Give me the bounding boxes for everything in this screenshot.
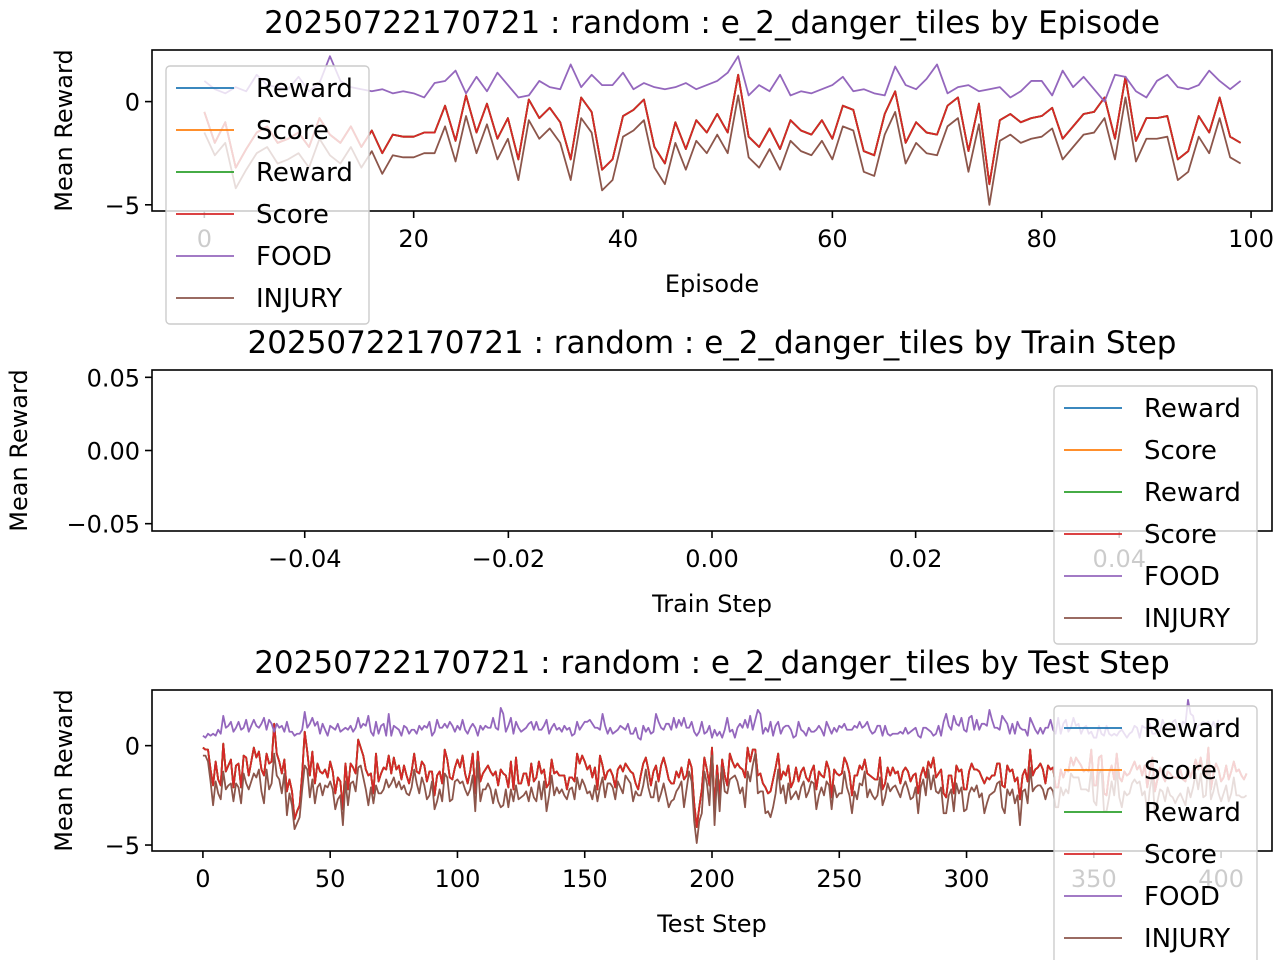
y-axis-label: Mean Reward: [5, 369, 33, 531]
x-tick-label: 60: [817, 225, 848, 253]
axes-frame: [151, 49, 1273, 212]
x-tick-label: 0: [195, 865, 210, 893]
series-line-food-4: [202, 699, 1220, 741]
chart-title: 20250722170721 : random : e_2_danger_til…: [254, 645, 1170, 681]
chart-panel-3: 20250722170721 : random : e_2_danger_til…: [50, 645, 1273, 960]
legend-entry-label: Score: [256, 200, 329, 230]
x-tick-label: 0.02: [889, 545, 942, 573]
legend-entry-label: INJURY: [256, 284, 342, 314]
y-tick-label: 0: [125, 733, 140, 761]
chart-title: 20250722170721 : random : e_2_danger_til…: [248, 325, 1177, 361]
y-tick-label: 0.00: [87, 438, 140, 466]
chart-panel-1: 20250722170721 : random : e_2_danger_til…: [50, 5, 1274, 325]
y-axis-label: Mean Reward: [50, 689, 78, 851]
x-tick-label: −0.04: [268, 545, 342, 573]
chart-panel-2: 20250722170721 : random : e_2_danger_til…: [5, 325, 1273, 645]
x-tick-label: 200: [689, 865, 735, 893]
legend-entry-label: Reward: [1144, 798, 1241, 828]
series-line-score-3: [203, 73, 1242, 186]
legend-entry-label: FOOD: [256, 242, 332, 272]
x-tick-label: 20: [398, 225, 429, 253]
legend: Reward Score Reward Score FOOD INJURY: [165, 65, 370, 325]
series-line-food-4: [203, 55, 1242, 103]
x-tick-label: 250: [816, 865, 862, 893]
legend-entry-label: Score: [256, 116, 329, 146]
legend-box: [1053, 705, 1258, 960]
legend-entry-label: Score: [1144, 756, 1217, 786]
y-tick-label: 0.05: [87, 364, 140, 392]
x-tick-label: 80: [1026, 225, 1057, 253]
x-tick-label: −0.02: [472, 545, 546, 573]
y-axis-label: Mean Reward: [50, 49, 78, 211]
legend-entry-label: Score: [1144, 840, 1217, 870]
legend: Reward Score Reward Score FOOD INJURY: [1053, 385, 1258, 645]
legend: Reward Score Reward Score FOOD INJURY: [1053, 705, 1258, 960]
y-tick-label: 0: [125, 89, 140, 117]
legend-entry-label: FOOD: [1144, 562, 1220, 592]
x-tick-label: 50: [315, 865, 346, 893]
legend-entry-label: INJURY: [1144, 604, 1230, 634]
x-axis-label: Test Step: [656, 910, 767, 938]
legend-entry-label: Reward: [1144, 478, 1241, 508]
x-tick-label: 100: [1228, 225, 1274, 253]
x-tick-label: 150: [562, 865, 608, 893]
x-axis-label: Train Step: [651, 590, 772, 618]
series-group: [203, 55, 1242, 206]
legend-entry-label: Score: [1144, 436, 1217, 466]
x-tick-label: 100: [435, 865, 481, 893]
y-tick-label: −5: [105, 192, 140, 220]
x-axis-label: Episode: [665, 270, 759, 298]
legend-entry-label: INJURY: [1144, 924, 1230, 954]
legend-entry-label: Reward: [256, 74, 353, 104]
legend-entry-label: FOOD: [1144, 882, 1220, 912]
legend-entry-label: Reward: [256, 158, 353, 188]
legend-entry-label: Score: [1144, 520, 1217, 550]
legend-entry-label: Reward: [1144, 714, 1241, 744]
series-line-injury-5: [203, 94, 1242, 206]
x-tick-label: 40: [608, 225, 639, 253]
x-tick-label: 0.00: [685, 545, 738, 573]
y-tick-label: −5: [105, 832, 140, 860]
chart-title: 20250722170721 : random : e_2_danger_til…: [264, 5, 1160, 41]
y-tick-label: −0.05: [66, 511, 140, 539]
x-tick-label: 300: [944, 865, 990, 893]
legend-entry-label: Reward: [1144, 394, 1241, 424]
